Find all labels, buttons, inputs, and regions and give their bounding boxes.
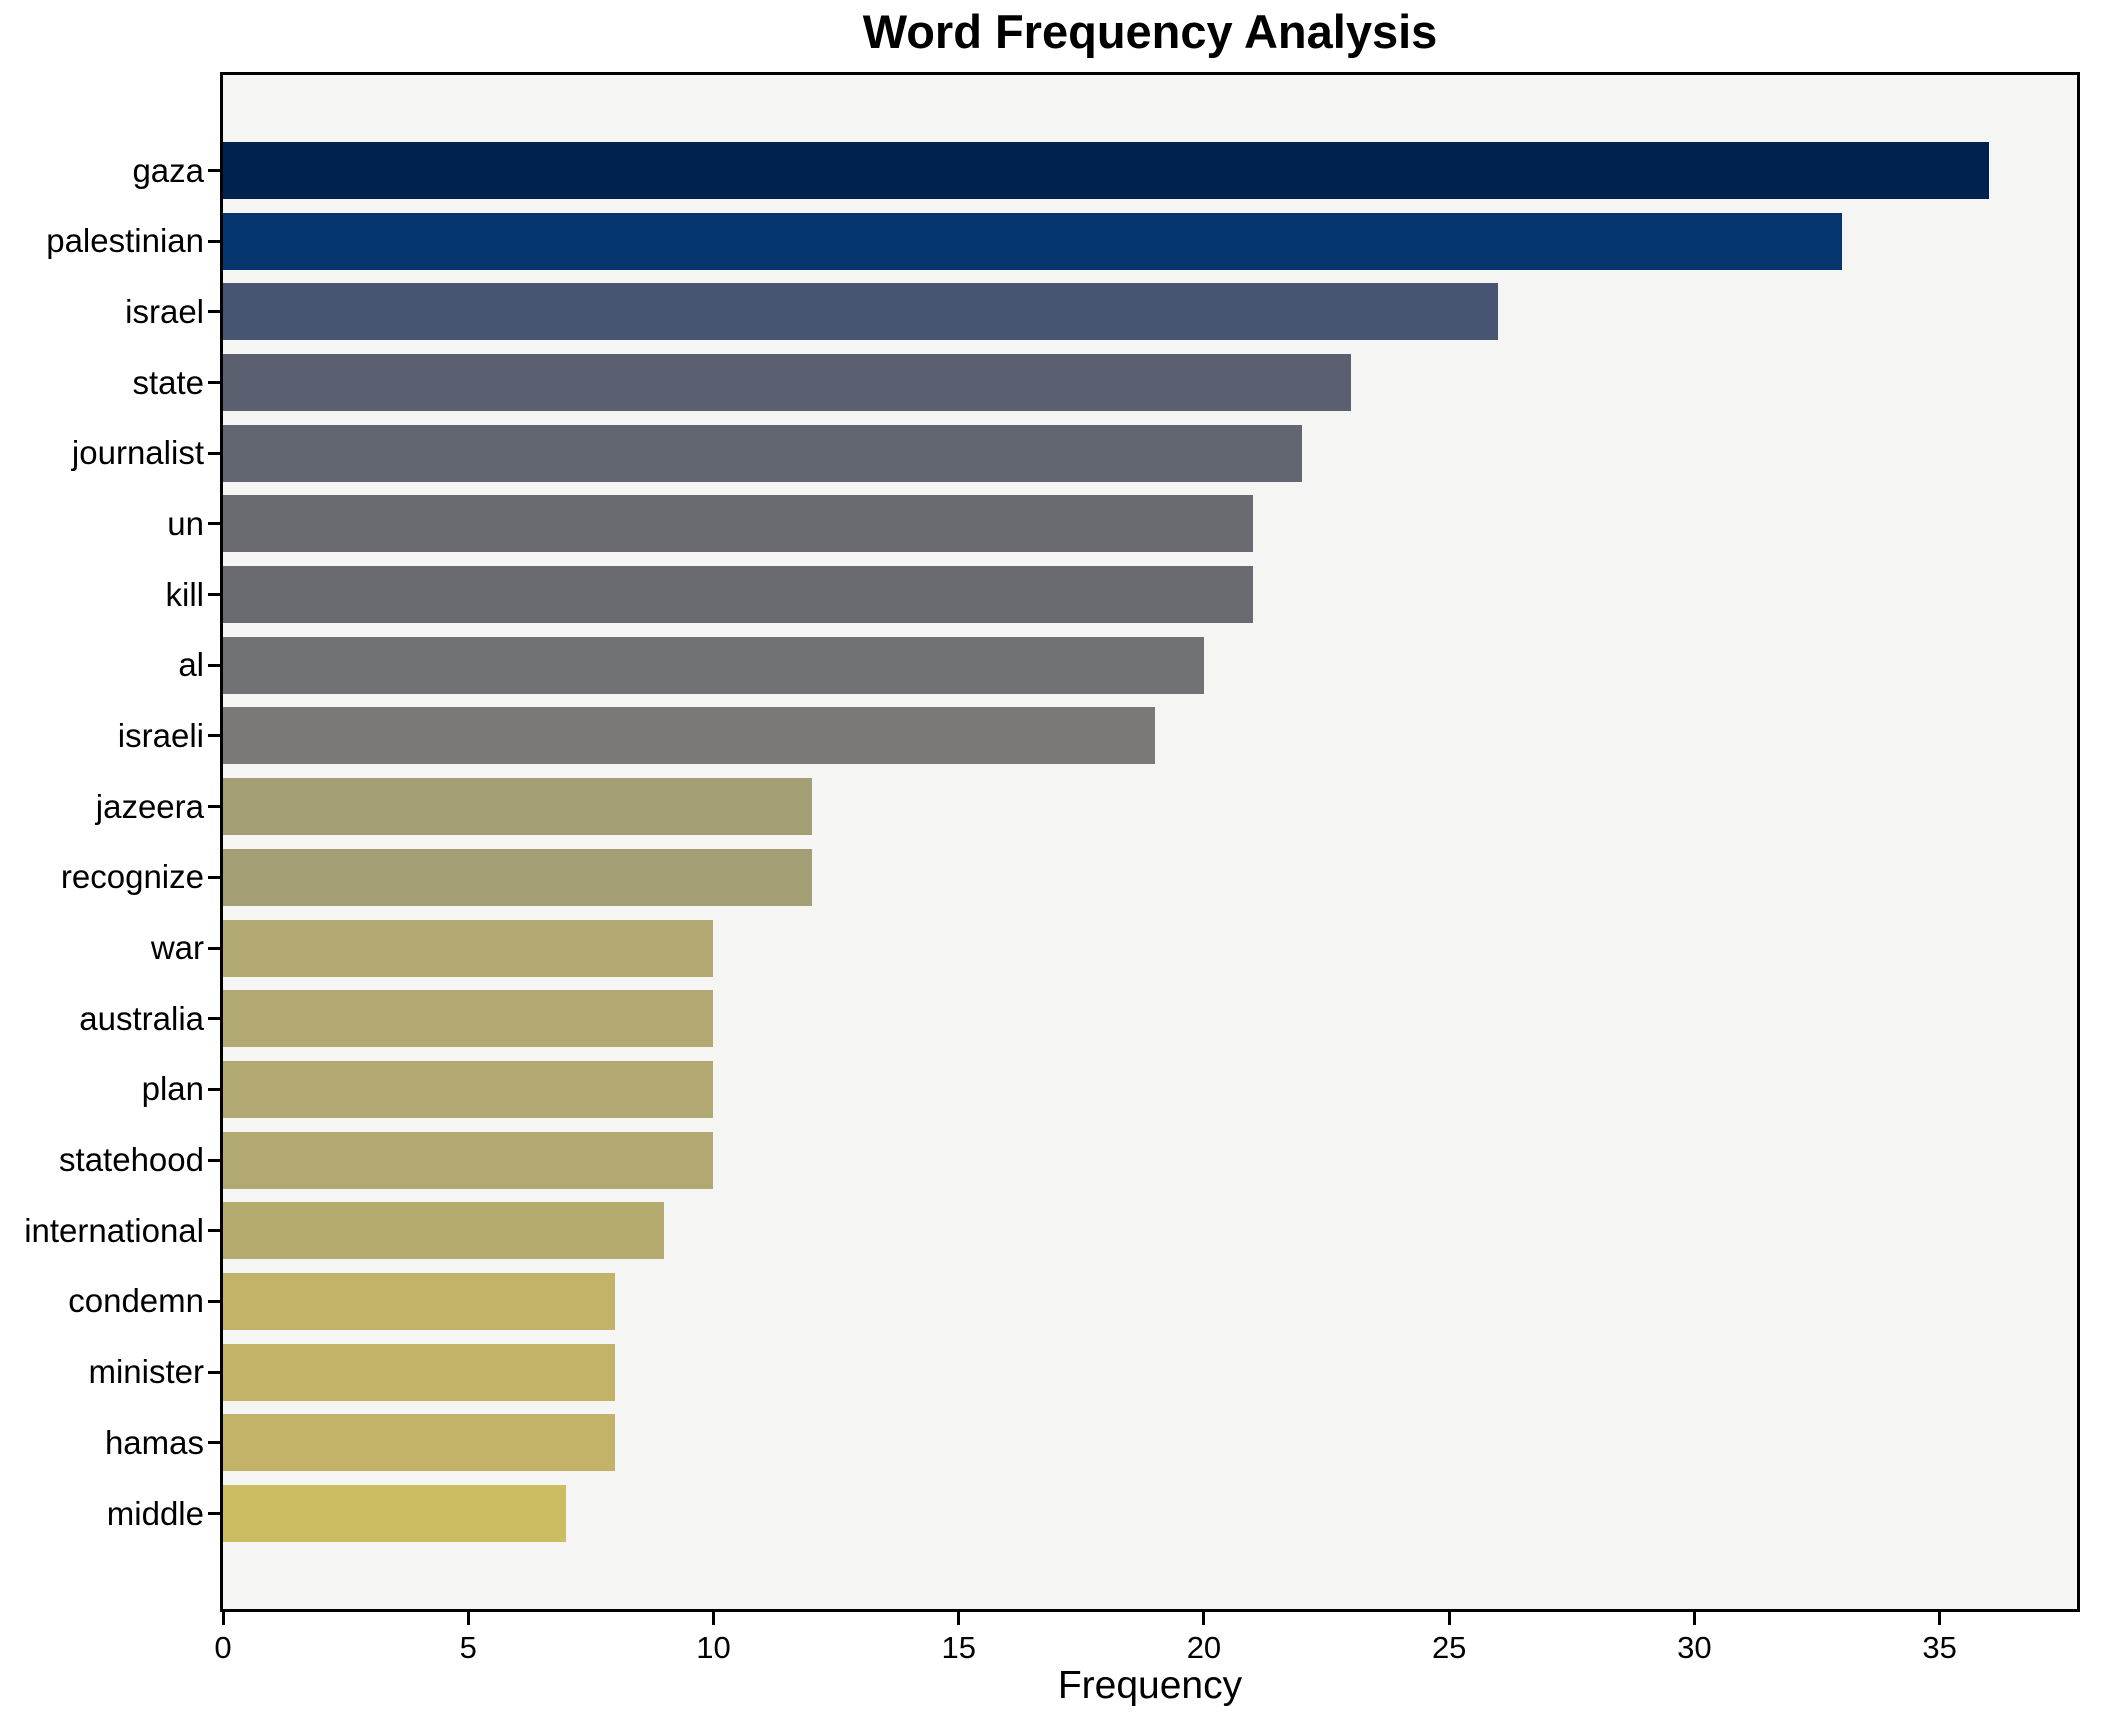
- x-tick-mark: [221, 1612, 225, 1625]
- bar-al: [223, 636, 1204, 694]
- bar-australia: [223, 990, 714, 1048]
- y-tick-mark: [208, 522, 220, 526]
- y-tick-mark: [208, 1229, 220, 1233]
- x-tick-label-30: 30: [1677, 1630, 1712, 1665]
- bar-israeli: [223, 707, 1155, 765]
- bar-international: [223, 1202, 665, 1260]
- y-tick-mark: [208, 1087, 220, 1091]
- x-axis-title: Frequency: [1057, 1664, 1243, 1707]
- bar-plan: [223, 1060, 714, 1118]
- bar-minister: [223, 1343, 616, 1401]
- bar-state: [223, 354, 1352, 412]
- y-tick-mark: [208, 381, 220, 385]
- y-tick-label-un: un: [167, 504, 204, 542]
- y-tick-mark: [208, 946, 220, 950]
- x-tick-label-35: 35: [1922, 1630, 1957, 1665]
- y-tick-mark: [208, 1299, 220, 1303]
- y-tick-label-kill: kill: [165, 575, 205, 613]
- bar-middle: [223, 1485, 567, 1542]
- y-tick-label-international: international: [24, 1211, 204, 1249]
- bar-jazeera: [223, 778, 812, 836]
- bar-journalist: [223, 424, 1303, 482]
- y-tick-label-al: al: [178, 646, 204, 684]
- x-tick-mark: [1202, 1612, 1206, 1625]
- y-tick-mark: [208, 239, 220, 243]
- bar-palestinian: [223, 212, 1842, 270]
- y-tick-mark: [208, 310, 220, 314]
- y-tick-label-australia: australia: [79, 999, 204, 1037]
- x-tick-mark: [466, 1612, 470, 1625]
- y-tick-label-jazeera: jazeera: [95, 787, 204, 825]
- y-tick-label-recognize: recognize: [60, 858, 204, 896]
- chart-title: Word Frequency Analysis: [862, 5, 1438, 58]
- y-tick-mark: [208, 593, 220, 597]
- plot-area: [220, 72, 2080, 1612]
- bar-gaza: [223, 142, 1989, 199]
- x-tick-label-10: 10: [696, 1630, 731, 1665]
- y-tick-label-middle: middle: [106, 1494, 204, 1532]
- y-tick-label-israel: israel: [125, 292, 204, 330]
- y-tick-label-israeli: israeli: [117, 716, 204, 754]
- y-tick-mark: [208, 169, 220, 172]
- x-tick-label-25: 25: [1431, 1630, 1467, 1665]
- y-tick-label-minister: minister: [88, 1353, 204, 1391]
- y-tick-mark: [208, 875, 220, 879]
- bar-statehood: [223, 1131, 714, 1189]
- x-tick-label-5: 5: [459, 1630, 477, 1665]
- y-tick-label-condemn: condemn: [68, 1282, 204, 1320]
- x-tick-label-20: 20: [1186, 1630, 1222, 1665]
- y-tick-label-hamas: hamas: [104, 1423, 204, 1461]
- y-tick-label-journalist: journalist: [71, 434, 204, 472]
- y-tick-mark: [208, 1158, 220, 1162]
- y-tick-label-statehood: statehood: [59, 1141, 204, 1179]
- y-tick-label-gaza: gaza: [132, 151, 204, 189]
- y-tick-mark: [208, 1017, 220, 1021]
- bar-war: [223, 919, 714, 977]
- y-tick-mark: [208, 805, 220, 809]
- y-tick-mark: [208, 1441, 220, 1445]
- y-tick-label-state: state: [132, 363, 204, 401]
- x-tick-mark: [1692, 1612, 1696, 1625]
- bar-kill: [223, 566, 1253, 624]
- x-tick-mark: [1447, 1612, 1451, 1625]
- x-tick-label-15: 15: [941, 1630, 976, 1665]
- x-tick-mark: [1938, 1612, 1942, 1625]
- y-tick-mark: [208, 1512, 220, 1515]
- x-tick-mark: [711, 1612, 715, 1625]
- x-tick-mark: [957, 1612, 961, 1625]
- y-tick-label-palestinian: palestinian: [46, 222, 204, 260]
- bar-un: [223, 495, 1253, 553]
- y-tick-mark: [208, 451, 220, 455]
- bar-recognize: [223, 848, 812, 906]
- y-tick-mark: [208, 734, 220, 738]
- y-tick-label-plan: plan: [141, 1070, 204, 1108]
- bar-israel: [223, 283, 1499, 341]
- x-tick-label-0: 0: [214, 1630, 232, 1665]
- bar-hamas: [223, 1414, 616, 1472]
- bar-condemn: [223, 1272, 616, 1330]
- y-tick-mark: [208, 1370, 220, 1374]
- y-tick-label-war: war: [150, 929, 204, 967]
- y-tick-mark: [208, 663, 220, 667]
